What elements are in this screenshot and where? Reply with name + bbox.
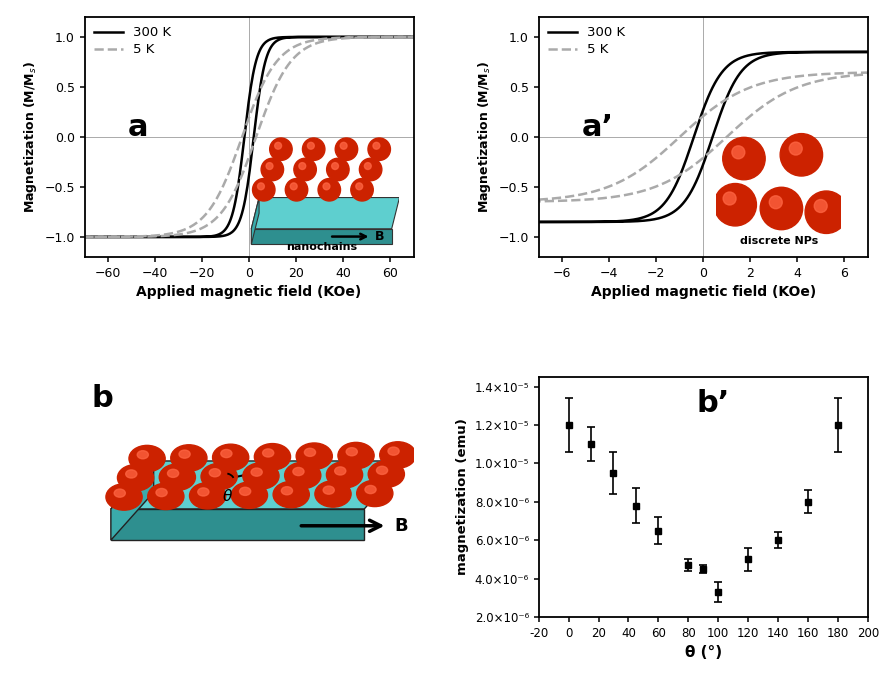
Line: 300 K: 300 K [538, 52, 868, 222]
Circle shape [357, 480, 392, 506]
Circle shape [376, 466, 388, 475]
Text: b: b [91, 384, 113, 413]
300 K [803, 48, 813, 56]
300 K [377, 33, 388, 41]
Circle shape [148, 483, 184, 510]
Line: 5 K: 5 K [538, 73, 868, 201]
300 K [79, 233, 90, 241]
Circle shape [117, 464, 154, 491]
Circle shape [239, 487, 251, 496]
Circle shape [167, 469, 179, 477]
Circle shape [251, 468, 263, 476]
Legend: 300 K, 5 K: 300 K, 5 K [546, 24, 628, 59]
Line: 300 K: 300 K [85, 37, 414, 237]
Circle shape [198, 488, 209, 496]
Circle shape [335, 467, 346, 475]
X-axis label: Applied magnetic field (KOe): Applied magnetic field (KOe) [591, 285, 816, 299]
Text: a’: a’ [581, 113, 613, 142]
Circle shape [114, 489, 125, 497]
300 K [751, 55, 762, 63]
5 K [349, 34, 360, 42]
Circle shape [327, 462, 362, 488]
5 K [533, 195, 544, 203]
Circle shape [159, 464, 196, 490]
300 K [703, 93, 714, 101]
X-axis label: Applied magnetic field (KOe): Applied magnetic field (KOe) [136, 285, 361, 299]
Polygon shape [111, 461, 407, 509]
Text: B: B [394, 517, 408, 535]
5 K [831, 69, 842, 77]
Circle shape [231, 482, 268, 508]
5 K [703, 108, 714, 116]
Circle shape [243, 463, 279, 489]
Circle shape [323, 486, 335, 494]
300 K [79, 233, 90, 241]
Circle shape [285, 462, 320, 489]
Circle shape [273, 481, 310, 508]
Circle shape [263, 449, 274, 457]
5 K [79, 233, 90, 241]
5 K [409, 33, 419, 41]
Circle shape [346, 447, 358, 456]
Circle shape [338, 442, 374, 468]
300 K [349, 33, 360, 41]
300 K [695, 167, 706, 176]
Circle shape [296, 443, 332, 469]
Circle shape [368, 461, 404, 487]
5 K [862, 68, 873, 77]
Circle shape [380, 442, 416, 468]
5 K [650, 155, 660, 163]
300 K [409, 33, 419, 41]
Text: b’: b’ [697, 389, 730, 418]
Circle shape [209, 468, 221, 477]
5 K [79, 233, 90, 241]
300 K [196, 233, 206, 241]
300 K [248, 65, 259, 73]
Circle shape [255, 443, 290, 470]
Circle shape [388, 447, 399, 455]
Circle shape [129, 445, 166, 472]
Circle shape [125, 470, 137, 478]
Circle shape [171, 445, 207, 471]
Circle shape [293, 467, 304, 475]
300 K [533, 218, 544, 226]
300 K [241, 189, 252, 197]
5 K [196, 215, 206, 223]
Circle shape [156, 488, 167, 496]
X-axis label: θ (°): θ (°) [684, 645, 722, 660]
5 K [241, 160, 252, 168]
Circle shape [106, 484, 142, 510]
Legend: 300 K, 5 K: 300 K, 5 K [91, 24, 174, 59]
300 K [533, 218, 544, 226]
5 K [751, 107, 762, 115]
Line: 5 K: 5 K [85, 37, 414, 237]
Text: a: a [127, 113, 148, 142]
Text: θ: θ [222, 489, 232, 504]
5 K [533, 197, 544, 205]
Circle shape [315, 481, 351, 507]
Y-axis label: Magnetization (M/M$_s$): Magnetization (M/M$_s$) [476, 61, 493, 213]
5 K [695, 156, 706, 164]
Circle shape [137, 451, 149, 459]
300 K [831, 48, 842, 56]
Y-axis label: Magnetization (M/M$_s$): Magnetization (M/M$_s$) [21, 61, 39, 213]
300 K [862, 48, 873, 56]
Circle shape [179, 450, 190, 458]
5 K [297, 46, 308, 54]
Circle shape [190, 483, 226, 509]
Circle shape [221, 450, 232, 458]
300 K [297, 33, 308, 41]
Circle shape [201, 463, 238, 490]
5 K [803, 79, 813, 87]
Y-axis label: magnetization (emu): magnetization (emu) [456, 418, 469, 576]
5 K [248, 100, 259, 108]
Circle shape [304, 448, 316, 456]
Circle shape [281, 487, 293, 495]
Circle shape [365, 485, 376, 494]
5 K [377, 33, 388, 41]
300 K [650, 207, 660, 216]
Polygon shape [111, 509, 364, 540]
Circle shape [213, 444, 249, 471]
Polygon shape [111, 461, 154, 540]
